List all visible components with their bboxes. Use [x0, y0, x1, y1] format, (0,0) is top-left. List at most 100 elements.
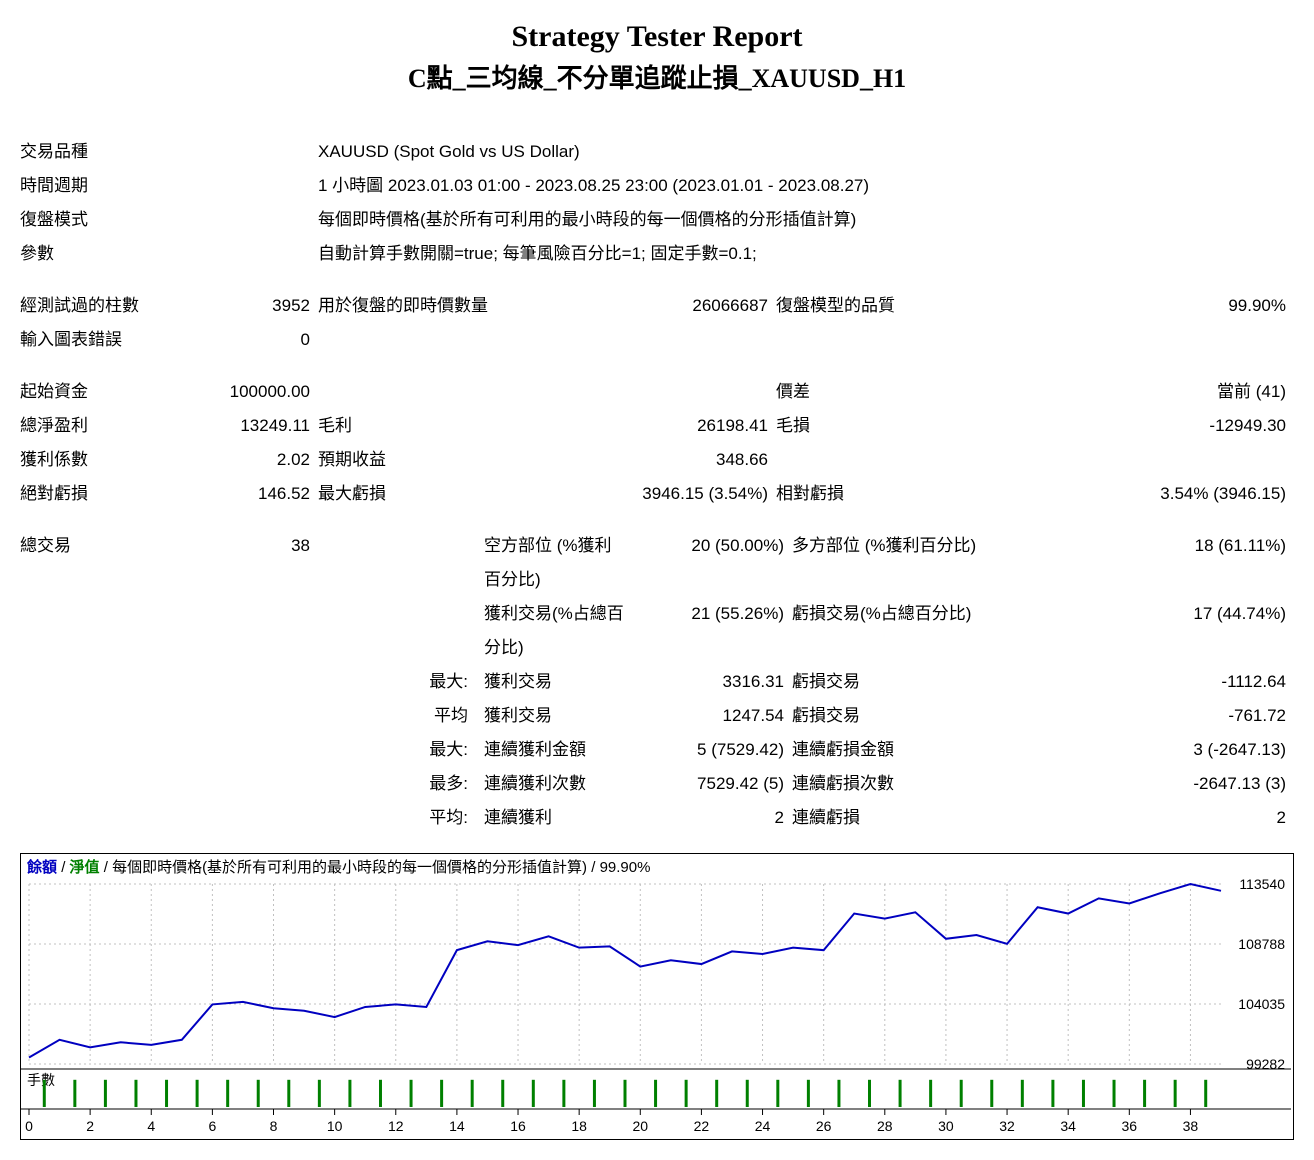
stat-value-2: 5 (7529.42) [624, 733, 792, 767]
stat-value-1: 146.52 [170, 477, 318, 511]
svg-text:4: 4 [147, 1118, 155, 1134]
svg-text:16: 16 [510, 1118, 526, 1134]
report-title: Strategy Tester Report [20, 20, 1294, 54]
svg-text:22: 22 [694, 1118, 710, 1134]
stat-label-1: 絕對虧損 [20, 477, 170, 511]
info-value: XAUUSD (Spot Gold vs US Dollar) [318, 135, 1294, 169]
stat-label-2: 連續獲利次數 [484, 767, 624, 801]
legend-equity: 淨值 [70, 859, 100, 876]
stat-prefix: 最大: [318, 733, 476, 767]
svg-text:26: 26 [816, 1118, 832, 1134]
legend-balance: 餘額 [27, 859, 57, 876]
svg-text:10: 10 [327, 1118, 343, 1134]
svg-text:14: 14 [449, 1118, 465, 1134]
stat-label-1: 總交易 [20, 529, 170, 563]
stat-value-3: -1112.64 [1052, 665, 1294, 699]
info-label: 時間週期 [20, 169, 170, 203]
stat-value-2: 26066687 [608, 289, 776, 323]
stat-prefix: 最多: [318, 767, 476, 801]
stat-value-3: -2647.13 (3) [1052, 767, 1294, 801]
svg-text:34: 34 [1060, 1118, 1076, 1134]
stat-value-2: 348.66 [608, 443, 776, 477]
svg-text:18: 18 [571, 1118, 587, 1134]
report-subtitle: C點_三均線_不分單追蹤止損_XAUUSD_H1 [20, 58, 1294, 95]
stat-label-2: 連續獲利金額 [484, 733, 624, 767]
stats-block-4: 總交易38 空方部位 (%獲利百分比)20 (50.00%)多方部位 (%獲利百分… [20, 529, 1294, 835]
stat-label-3: 連續虧損 [792, 801, 1052, 835]
svg-text:108788: 108788 [1238, 936, 1285, 952]
stat-label-2: 毛利 [318, 409, 608, 443]
stat-label-3: 虧損交易(%占總百分比) [792, 597, 1052, 631]
stat-label-3: 復盤模型的品質 [776, 289, 1036, 323]
stat-label-1: 起始資金 [20, 375, 170, 409]
stat-value-2: 7529.42 (5) [624, 767, 792, 801]
stat-value-3: 3.54% (3946.15) [1036, 477, 1294, 511]
info-value: 每個即時價格(基於所有可利用的最小時段的每一個價格的分形插值計算) [318, 203, 1294, 237]
stat-label-3: 價差 [776, 375, 1036, 409]
legend-desc: 每個即時價格(基於所有可利用的最小時段的每一個價格的分形插值計算) [112, 859, 587, 876]
svg-text:32: 32 [999, 1118, 1015, 1134]
svg-text:30: 30 [938, 1118, 954, 1134]
info-value: 自動計算手數開關=true; 每筆風險百分比=1; 固定手數=0.1; [318, 237, 1294, 271]
svg-text:0: 0 [25, 1118, 33, 1134]
stat-value-3: 99.90% [1036, 289, 1294, 323]
svg-text:12: 12 [388, 1118, 404, 1134]
stat-label-3: 相對虧損 [776, 477, 1036, 511]
svg-text:24: 24 [755, 1118, 771, 1134]
stat-value-1: 3952 [170, 289, 318, 323]
stat-value-3: 當前 (41) [1036, 375, 1294, 409]
stat-label-1: 經測試過的柱數 [20, 289, 170, 323]
stat-prefix: 平均: [318, 801, 476, 835]
svg-text:38: 38 [1183, 1118, 1199, 1134]
info-label: 交易品種 [20, 135, 170, 169]
svg-text:99282: 99282 [1246, 1056, 1285, 1072]
equity-chart: 餘額 / 淨值 / 每個即時價格(基於所有可利用的最小時段的每一個價格的分形插值… [20, 853, 1294, 1140]
stat-value-3: 18 (61.11%) [1052, 529, 1294, 563]
svg-text:36: 36 [1122, 1118, 1138, 1134]
stat-value-3: 17 (44.74%) [1052, 597, 1294, 631]
stat-prefix: 平均 [318, 699, 476, 733]
stat-label-3: 毛損 [776, 409, 1036, 443]
stat-value-3: 2 [1052, 801, 1294, 835]
svg-text:113540: 113540 [1239, 879, 1285, 892]
svg-text:手數: 手數 [27, 1072, 55, 1088]
svg-text:20: 20 [632, 1118, 648, 1134]
legend-quality: 99.90% [600, 859, 651, 876]
stat-label-3: 連續虧損金額 [792, 733, 1052, 767]
stat-label-2: 空方部位 (%獲利百分比) [484, 529, 624, 597]
stat-value-3: 3 (-2647.13) [1052, 733, 1294, 767]
stat-label-3: 多方部位 (%獲利百分比) [792, 529, 1052, 563]
stat-value-3: -12949.30 [1036, 409, 1294, 443]
info-label: 參數 [20, 237, 170, 271]
stat-value-1: 100000.00 [170, 375, 318, 409]
stat-label-2: 預期收益 [318, 443, 608, 477]
stat-label-2: 獲利交易(%占總百分比) [484, 597, 624, 665]
svg-text:104035: 104035 [1238, 996, 1285, 1012]
stat-label-3: 虧損交易 [792, 665, 1052, 699]
stat-label-1: 獲利係數 [20, 443, 170, 477]
stat-value-2: 3316.31 [624, 665, 792, 699]
svg-text:6: 6 [208, 1118, 216, 1134]
chart-legend: 餘額 / 淨值 / 每個即時價格(基於所有可利用的最小時段的每一個價格的分形插值… [21, 854, 1293, 879]
stat-value-2: 26198.41 [608, 409, 776, 443]
info-label: 復盤模式 [20, 203, 170, 237]
equity-chart-svg: 99282104035108788113540手數024681012141618… [21, 879, 1291, 1139]
stat-label-3: 連續虧損次數 [792, 767, 1052, 801]
stats-block-3: 起始資金100000.00 價差當前 (41) 總淨盈利13249.11毛利2619… [20, 375, 1294, 511]
stat-value-2: 20 (50.00%) [624, 529, 792, 563]
stat-value-1: 13249.11 [170, 409, 318, 443]
stat-value-2: 3946.15 (3.54%) [608, 477, 776, 511]
stat-value-1: 0 [170, 323, 318, 357]
stat-label-3: 虧損交易 [792, 699, 1052, 733]
stat-label-2: 獲利交易 [484, 699, 624, 733]
stat-prefix: 最大: [318, 665, 476, 699]
svg-text:8: 8 [270, 1118, 278, 1134]
stat-value-1: 38 [170, 529, 318, 563]
info-value: 1 小時圖 2023.01.03 01:00 - 2023.08.25 23:0… [318, 169, 1294, 203]
stat-value-1: 2.02 [170, 443, 318, 477]
stat-label-1: 總淨盈利 [20, 409, 170, 443]
svg-text:2: 2 [86, 1118, 94, 1134]
stat-label-2: 最大虧損 [318, 477, 608, 511]
stat-label-2: 連續獲利 [484, 801, 624, 835]
stat-value-2: 2 [624, 801, 792, 835]
